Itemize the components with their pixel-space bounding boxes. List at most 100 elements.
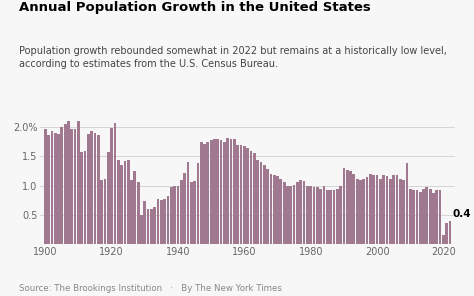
Bar <box>422 189 425 244</box>
Bar <box>432 193 435 244</box>
Bar <box>402 180 405 244</box>
Bar <box>160 200 163 244</box>
Bar <box>144 201 146 244</box>
Bar <box>326 190 328 244</box>
Bar <box>84 151 86 244</box>
Bar <box>286 186 289 244</box>
Bar <box>107 152 109 244</box>
Bar <box>243 147 246 244</box>
Bar <box>343 168 345 244</box>
Bar <box>87 134 90 244</box>
Bar <box>306 186 309 244</box>
Bar <box>283 181 285 244</box>
Bar <box>429 189 431 244</box>
Bar <box>369 174 372 244</box>
Bar <box>273 175 275 244</box>
Bar <box>442 235 445 244</box>
Bar <box>333 190 335 244</box>
Bar <box>363 178 365 244</box>
Bar <box>396 175 398 244</box>
Bar <box>74 129 76 244</box>
Bar <box>386 176 388 244</box>
Bar <box>164 199 166 244</box>
Bar <box>140 215 143 244</box>
Bar <box>392 175 395 244</box>
Bar <box>237 145 239 244</box>
Bar <box>353 174 355 244</box>
Bar <box>177 186 179 244</box>
Bar <box>81 152 83 244</box>
Bar <box>319 189 322 244</box>
Bar <box>117 160 119 244</box>
Bar <box>64 124 66 244</box>
Bar <box>313 187 315 244</box>
Bar <box>57 134 60 244</box>
Bar <box>383 175 385 244</box>
Bar <box>399 178 401 244</box>
Bar <box>77 121 80 244</box>
Bar <box>187 162 189 244</box>
Bar <box>137 181 139 244</box>
Bar <box>47 135 50 244</box>
Bar <box>210 140 212 244</box>
Bar <box>303 181 305 244</box>
Bar <box>449 221 451 244</box>
Bar <box>170 187 173 244</box>
Bar <box>349 171 352 244</box>
Bar <box>61 127 63 244</box>
Bar <box>130 180 133 244</box>
Bar <box>250 151 252 244</box>
Bar <box>379 178 382 244</box>
Text: Population growth rebounded somewhat in 2022 but remains at a historically low l: Population growth rebounded somewhat in … <box>19 46 447 70</box>
Text: Source: The Brookings Institution   ·   By The New York Times: Source: The Brookings Institution · By T… <box>19 284 282 293</box>
Bar <box>329 190 332 244</box>
Bar <box>67 121 70 244</box>
Bar <box>183 173 186 244</box>
Bar <box>220 140 222 244</box>
Bar <box>359 180 362 244</box>
Bar <box>409 189 411 244</box>
Bar <box>280 178 282 244</box>
Bar <box>230 139 232 244</box>
Bar <box>412 190 415 244</box>
Bar <box>263 165 265 244</box>
Bar <box>134 171 136 244</box>
Bar <box>346 170 348 244</box>
Bar <box>104 179 106 244</box>
Bar <box>376 175 378 244</box>
Bar <box>389 178 392 244</box>
Bar <box>336 189 338 244</box>
Bar <box>223 142 226 244</box>
Bar <box>373 175 375 244</box>
Bar <box>406 163 408 244</box>
Bar <box>110 128 113 244</box>
Text: Annual Population Growth in the United States: Annual Population Growth in the United S… <box>19 1 371 15</box>
Bar <box>114 123 116 244</box>
Bar <box>436 190 438 244</box>
Bar <box>296 182 299 244</box>
Bar <box>150 209 153 244</box>
Bar <box>190 181 192 244</box>
Bar <box>246 148 249 244</box>
Bar <box>356 178 358 244</box>
Text: 0.4: 0.4 <box>452 209 471 219</box>
Bar <box>300 180 302 244</box>
Bar <box>339 186 342 244</box>
Bar <box>217 139 219 244</box>
Bar <box>240 145 242 244</box>
Bar <box>439 190 441 244</box>
Bar <box>120 165 123 244</box>
Bar <box>213 139 216 244</box>
Bar <box>256 160 259 244</box>
Bar <box>293 185 295 244</box>
Bar <box>290 186 292 244</box>
Bar <box>91 131 93 244</box>
Bar <box>97 135 100 244</box>
Bar <box>266 169 269 244</box>
Bar <box>54 133 56 244</box>
Bar <box>207 142 209 244</box>
Bar <box>316 187 319 244</box>
Bar <box>71 129 73 244</box>
Bar <box>310 186 312 244</box>
Bar <box>419 192 421 244</box>
